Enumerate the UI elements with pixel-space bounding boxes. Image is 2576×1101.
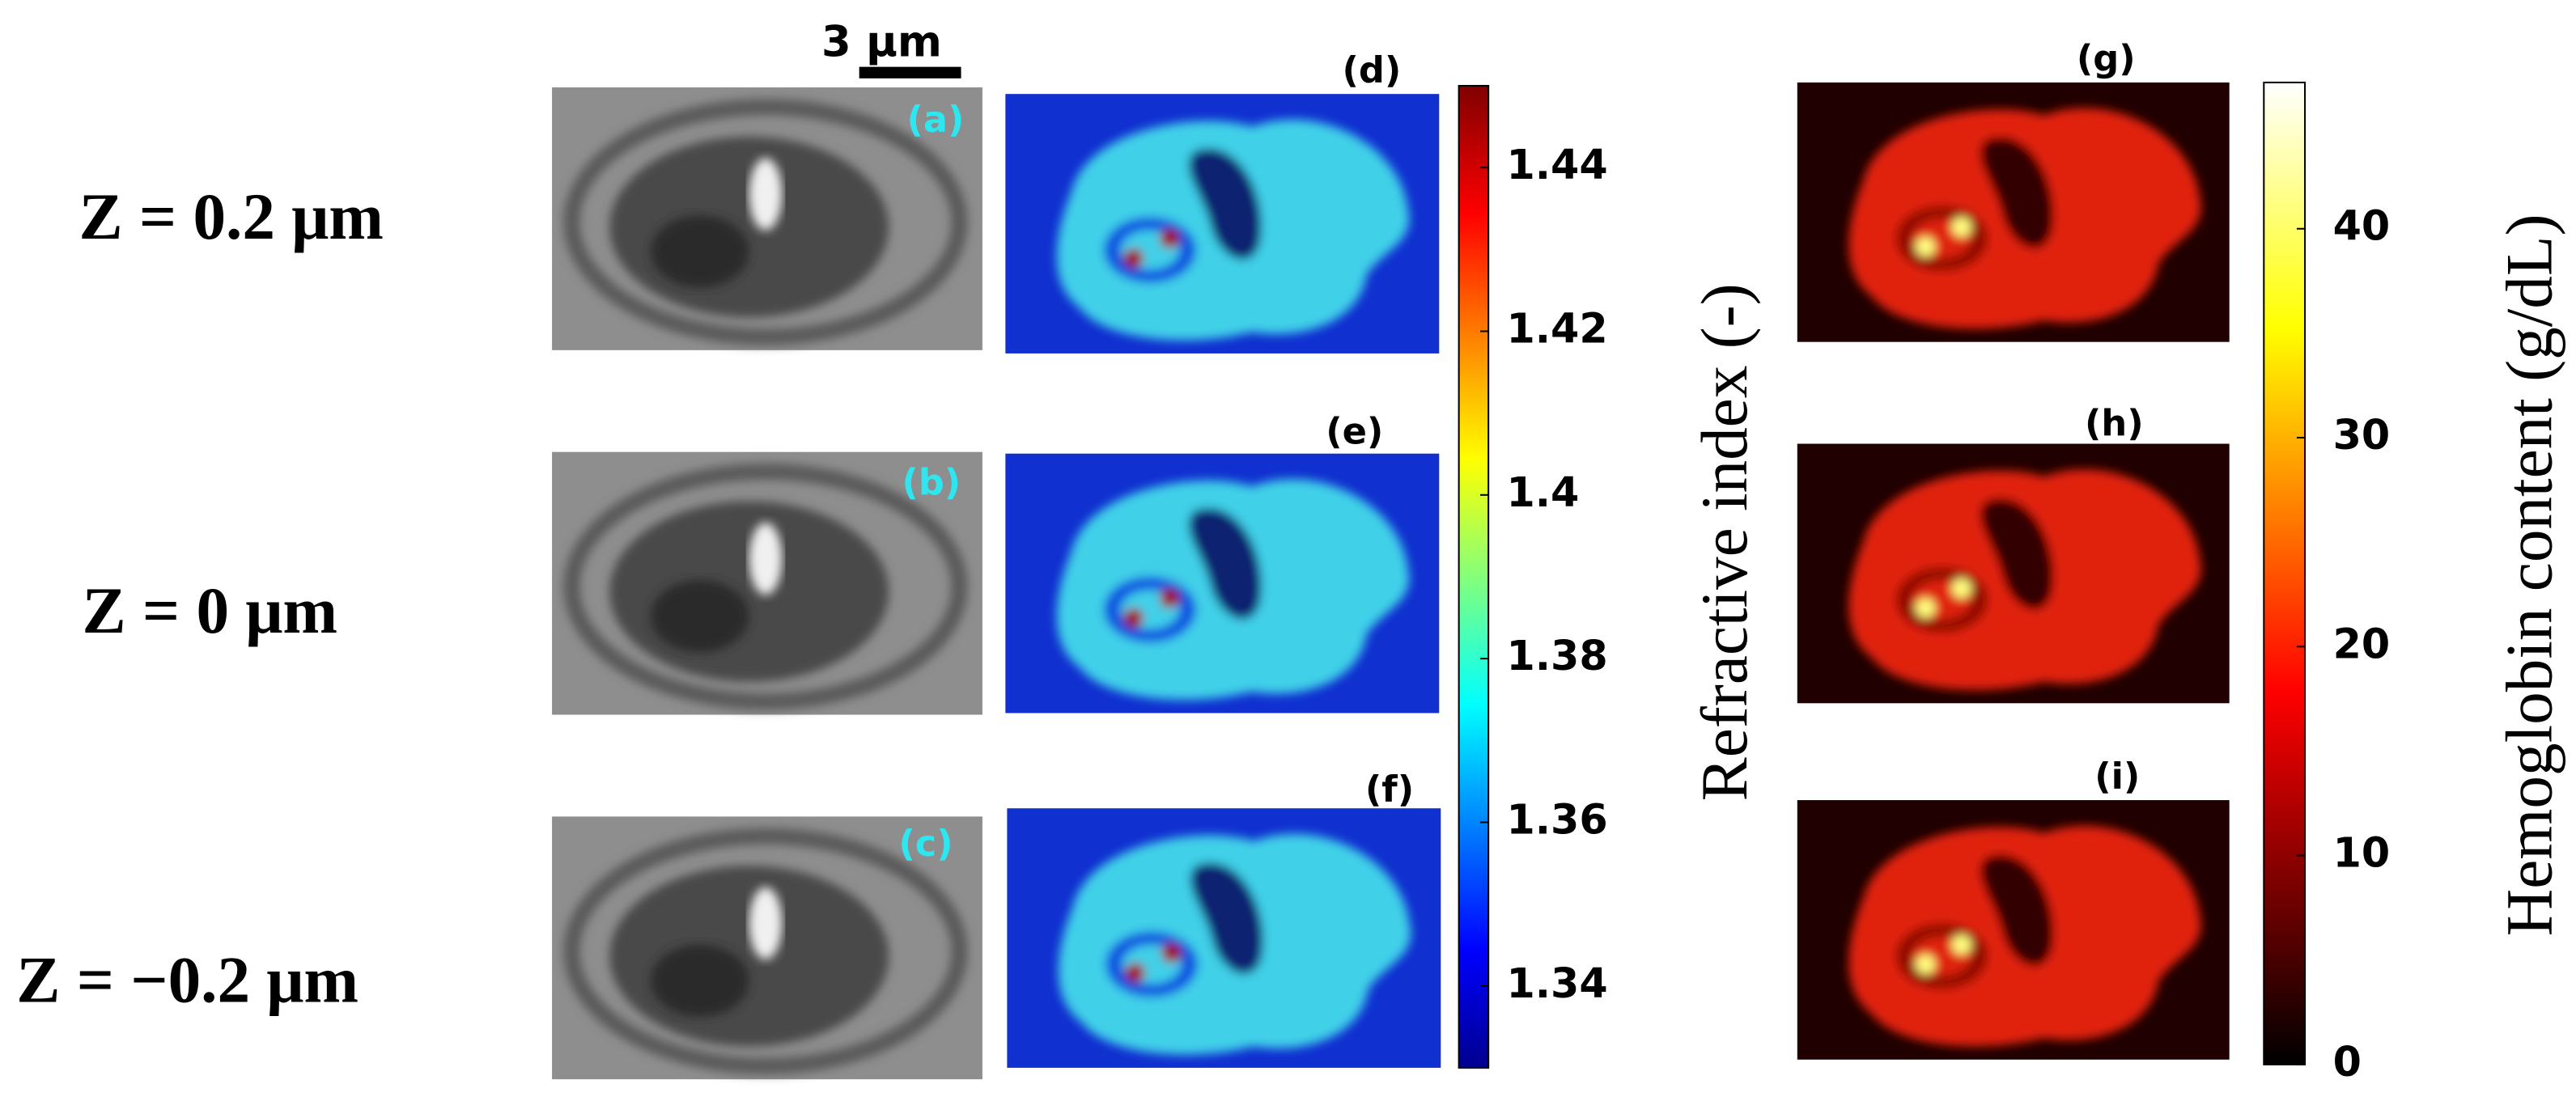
colorbar-label: Refractive index (-): [1688, 283, 1761, 801]
gray-images: [552, 87, 982, 1079]
tick-label: 10: [2333, 829, 2391, 877]
tick-label: 1.34: [1506, 959, 1607, 1007]
tick-label: 1.44: [1506, 141, 1607, 188]
tick-label: 40: [2333, 202, 2391, 250]
panel-label: (g): [2077, 38, 2136, 80]
colorbar-ri: [1458, 85, 1490, 1069]
panel-label: (d): [1342, 49, 1401, 91]
panel-label: (f): [1365, 769, 1414, 811]
hb-images: [1797, 83, 2230, 1060]
panel-labels: (a) (b) (c): [898, 99, 964, 865]
row-label: Z = 0.2 μm: [79, 180, 383, 253]
ri-images: [1005, 94, 1441, 1068]
panel-label: (a): [907, 99, 965, 141]
tick-label: 1.36: [1506, 795, 1607, 843]
tick-label: 1.38: [1506, 632, 1607, 680]
panel-label: (e): [1326, 411, 1383, 453]
panel-label: (c): [898, 823, 953, 865]
colorbar-label: Hemoglobin content (g/dL): [2493, 214, 2566, 937]
tick-label: 1.42: [1506, 304, 1607, 352]
tick-label: 0: [2333, 1038, 2362, 1086]
panel-label: (i): [2094, 756, 2140, 798]
row-label: Z = −0.2 μm: [16, 944, 359, 1017]
tick-label: 30: [2333, 411, 2391, 459]
panel-label: (b): [902, 461, 961, 503]
tick-label: 1.4: [1506, 468, 1579, 516]
colorbar-hb: [2263, 81, 2307, 1065]
tick-label: 20: [2333, 620, 2391, 667]
scale-bar-label: 3 μm: [821, 17, 942, 66]
row-label: Z = 0 μm: [82, 574, 337, 647]
panel-label: (h): [2085, 402, 2144, 444]
